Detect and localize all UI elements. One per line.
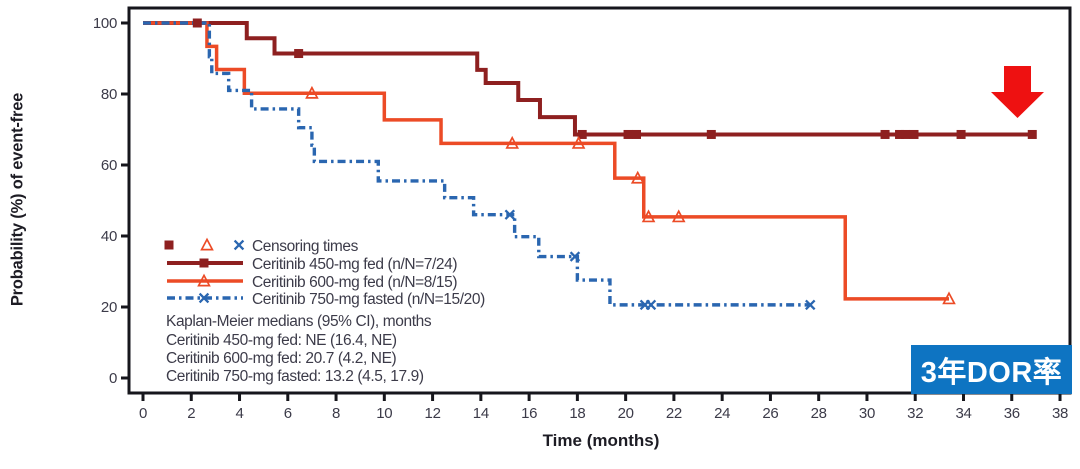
x-axis-label: Time (months) <box>542 431 660 450</box>
km-curve-1 <box>143 21 950 301</box>
censor-marker-square <box>895 129 905 139</box>
x-tick-label: 22 <box>666 405 682 422</box>
dor-rate-annotation-text: 3年DOR率 <box>920 356 1063 389</box>
censor-marker-triangle <box>942 291 956 305</box>
y-tick-label: 60 <box>101 157 117 174</box>
x-tick-label: 0 <box>139 405 147 422</box>
x-tick-label: 38 <box>1052 405 1068 422</box>
y-tick-label: 80 <box>101 86 117 103</box>
legend-item-600-label: Ceritinib 600-mg fed (n/N=8/15) <box>252 274 458 291</box>
y-tick-label: 20 <box>101 299 117 316</box>
censor-marker-square <box>706 129 716 139</box>
legend-item-750-label: Ceritinib 750-mg fasted (n/N=15/20) <box>252 291 485 308</box>
censor-marker-x <box>504 209 516 220</box>
censor-marker-square <box>909 129 919 139</box>
censor-marker-square <box>294 49 304 59</box>
km-median-line-450: Ceritinib 450-mg fed: NE (16.4, NE) <box>166 332 397 349</box>
x-tick-label: 6 <box>284 405 292 422</box>
censor-marker-triangle <box>571 135 586 149</box>
dor-rate-annotation: 3年DOR率 <box>911 345 1072 394</box>
x-tick-label: 36 <box>1004 405 1020 422</box>
x-tick-label: 16 <box>521 405 537 422</box>
censor-marker-x <box>805 299 816 311</box>
censor-marker-triangle <box>305 85 319 99</box>
x-tick-label: 8 <box>332 405 340 422</box>
censor-marker-square <box>631 129 641 139</box>
km-median-line-600: Ceritinib 600-mg fed: 20.7 (4.2, NE) <box>166 350 397 367</box>
x-tick-label: 4 <box>236 405 244 422</box>
censor-marker-triangle <box>505 135 520 149</box>
censor-marker-triangle <box>641 209 656 223</box>
y-axis-label: Probability (%) of event-free <box>8 92 27 307</box>
y-tick-label: 40 <box>101 228 117 245</box>
censor-marker-x <box>569 251 581 262</box>
x-tick-label: 26 <box>762 405 778 422</box>
legend-censor-square-icon <box>164 240 174 250</box>
legend-censor-triangle-icon <box>200 237 214 251</box>
legend-sample-marker <box>198 292 210 304</box>
legend-item-450-label: Ceritinib 450-mg fed (n/N=7/24) <box>252 256 458 273</box>
km-curve-0 <box>143 21 1033 137</box>
censor-marker-triangle <box>630 170 645 184</box>
censor-marker-square <box>192 18 202 28</box>
censor-marker-square <box>1027 129 1037 139</box>
x-tick-label: 24 <box>714 405 730 422</box>
x-tick-label: 12 <box>425 405 441 422</box>
x-tick-label: 28 <box>811 405 827 422</box>
x-tick-label: 30 <box>859 405 875 422</box>
km-median-line-750: Ceritinib 750-mg fasted: 13.2 (4.5, 17.9… <box>166 368 424 385</box>
plot-frame <box>127 6 1072 395</box>
legend-censor-x-icon <box>233 239 245 251</box>
censor-marker-square <box>880 129 890 139</box>
x-tick-label: 14 <box>473 405 489 422</box>
km-medians-header: Kaplan-Meier medians (95% CI), months <box>166 313 432 330</box>
x-tick-label: 32 <box>907 405 923 422</box>
censor-marker-square <box>956 129 966 139</box>
censor-marker-square <box>623 129 633 139</box>
x-tick-label: 20 <box>618 405 634 422</box>
censor-marker-square <box>577 129 587 139</box>
km-curve-2 <box>143 21 811 307</box>
x-tick-label: 10 <box>376 405 392 422</box>
censor-marker-square <box>901 129 911 139</box>
legend-item-censoring-label: Censoring times <box>252 238 358 255</box>
x-tick-label: 34 <box>955 405 971 422</box>
censor-marker-triangle <box>671 209 686 223</box>
red-down-arrow-icon <box>991 66 1044 118</box>
x-tick-label: 18 <box>569 405 585 422</box>
x-tick-label: 2 <box>187 405 195 422</box>
legend-sample-marker <box>197 273 211 287</box>
y-tick-label: 100 <box>93 15 117 32</box>
censor-marker-x <box>645 299 657 311</box>
y-tick-label: 0 <box>109 370 117 387</box>
legend-sample-marker <box>199 258 209 268</box>
